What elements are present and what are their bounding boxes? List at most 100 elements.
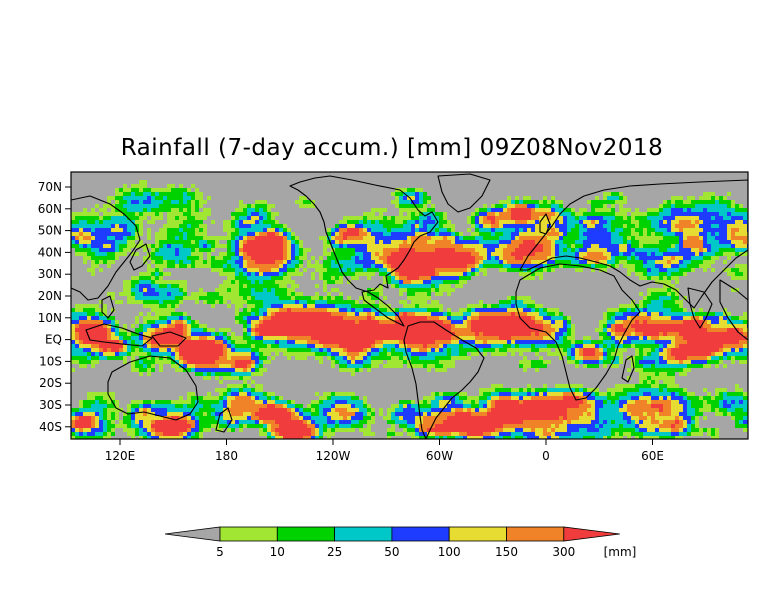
- precip-cell: [107, 200, 111, 204]
- precip-cell: [431, 328, 435, 332]
- precip-cell: [419, 316, 423, 320]
- precip-cell: [207, 212, 211, 216]
- precip-cell: [159, 292, 163, 296]
- precip-cell: [423, 216, 427, 220]
- precip-cell: [575, 212, 579, 216]
- precip-cell: [523, 328, 527, 332]
- precip-cell: [143, 248, 147, 252]
- precip-cell: [327, 252, 331, 256]
- precip-cell: [351, 232, 355, 236]
- precip-cell: [391, 348, 395, 352]
- precip-cell: [151, 244, 155, 248]
- precip-cell: [495, 220, 499, 224]
- precip-cell: [467, 324, 471, 328]
- precip-cell: [159, 192, 163, 196]
- precip-cell: [559, 340, 563, 344]
- precip-cell: [147, 288, 151, 292]
- precip-cell: [495, 324, 499, 328]
- precip-cell: [359, 260, 363, 264]
- precip-cell: [659, 240, 663, 244]
- precip-cell: [335, 348, 339, 352]
- precip-cell: [739, 272, 743, 276]
- precip-cell: [135, 200, 139, 204]
- precip-cell: [603, 344, 607, 348]
- precip-cell: [423, 276, 427, 280]
- precip-cell: [367, 232, 371, 236]
- precip-cell: [307, 300, 311, 304]
- precip-cell: [339, 272, 343, 276]
- precip-cell: [167, 304, 171, 308]
- precip-cell: [711, 260, 715, 264]
- precip-cell: [659, 316, 663, 320]
- precip-cell: [703, 340, 707, 344]
- precip-cell: [263, 204, 267, 208]
- precip-cell: [443, 316, 447, 320]
- precip-cell: [723, 268, 727, 272]
- precip-cell: [319, 300, 323, 304]
- precip-cell: [151, 304, 155, 308]
- precip-cell: [367, 256, 371, 260]
- precip-cell: [371, 316, 375, 320]
- precip-cell: [107, 248, 111, 252]
- precip-cell: [659, 236, 663, 240]
- precip-cell: [447, 284, 451, 288]
- precip-cell: [691, 332, 695, 336]
- precip-cell: [203, 200, 207, 204]
- precip-cell: [579, 216, 583, 220]
- precip-cell: [255, 272, 259, 276]
- precip-cell: [407, 292, 411, 296]
- precip-cell: [435, 264, 439, 268]
- precip-cell: [427, 196, 431, 200]
- precip-cell: [559, 336, 563, 340]
- precip-cell: [331, 268, 335, 272]
- precip-cell: [507, 228, 511, 232]
- precip-cell: [459, 328, 463, 332]
- precip-cell: [243, 224, 247, 228]
- precip-cell: [207, 260, 211, 264]
- precip-cell: [123, 236, 127, 240]
- precip-cell: [159, 248, 163, 252]
- precip-cell: [219, 284, 223, 288]
- precip-cell: [455, 256, 459, 260]
- precip-cell: [363, 248, 367, 252]
- precip-cell: [447, 316, 451, 320]
- precip-cell: [603, 332, 607, 336]
- precip-cell: [103, 216, 107, 220]
- precip-cell: [647, 252, 651, 256]
- precip-cell: [243, 248, 247, 252]
- precip-cell: [459, 340, 463, 344]
- precip-cell: [603, 240, 607, 244]
- precip-cell: [283, 296, 287, 300]
- precip-cell: [555, 332, 559, 336]
- precip-cell: [635, 268, 639, 272]
- precip-cell: [647, 300, 651, 304]
- precip-cell: [391, 244, 395, 248]
- precip-cell: [451, 324, 455, 328]
- precip-cell: [559, 316, 563, 320]
- precip-cell: [567, 208, 571, 212]
- precip-cell: [451, 264, 455, 268]
- precip-cell: [487, 332, 491, 336]
- precip-cell: [591, 340, 595, 344]
- precip-cell: [427, 288, 431, 292]
- precip-cell: [731, 224, 735, 228]
- precip-cell: [515, 196, 519, 200]
- precip-cell: [83, 212, 87, 216]
- precip-cell: [399, 316, 403, 320]
- precip-cell: [367, 264, 371, 268]
- precip-cell: [615, 236, 619, 240]
- precip-cell: [515, 228, 519, 232]
- precip-cell: [455, 336, 459, 340]
- precip-cell: [247, 276, 251, 280]
- precip-cell: [647, 304, 651, 308]
- precip-cell: [323, 312, 327, 316]
- precip-cell: [275, 280, 279, 284]
- precip-cell: [459, 260, 463, 264]
- precip-cell: [247, 328, 251, 332]
- precip-cell: [623, 196, 627, 200]
- precip-cell: [663, 228, 667, 232]
- precip-cell: [287, 336, 291, 340]
- precip-cell: [227, 272, 231, 276]
- precip-cell: [123, 248, 127, 252]
- precip-cell: [743, 320, 747, 324]
